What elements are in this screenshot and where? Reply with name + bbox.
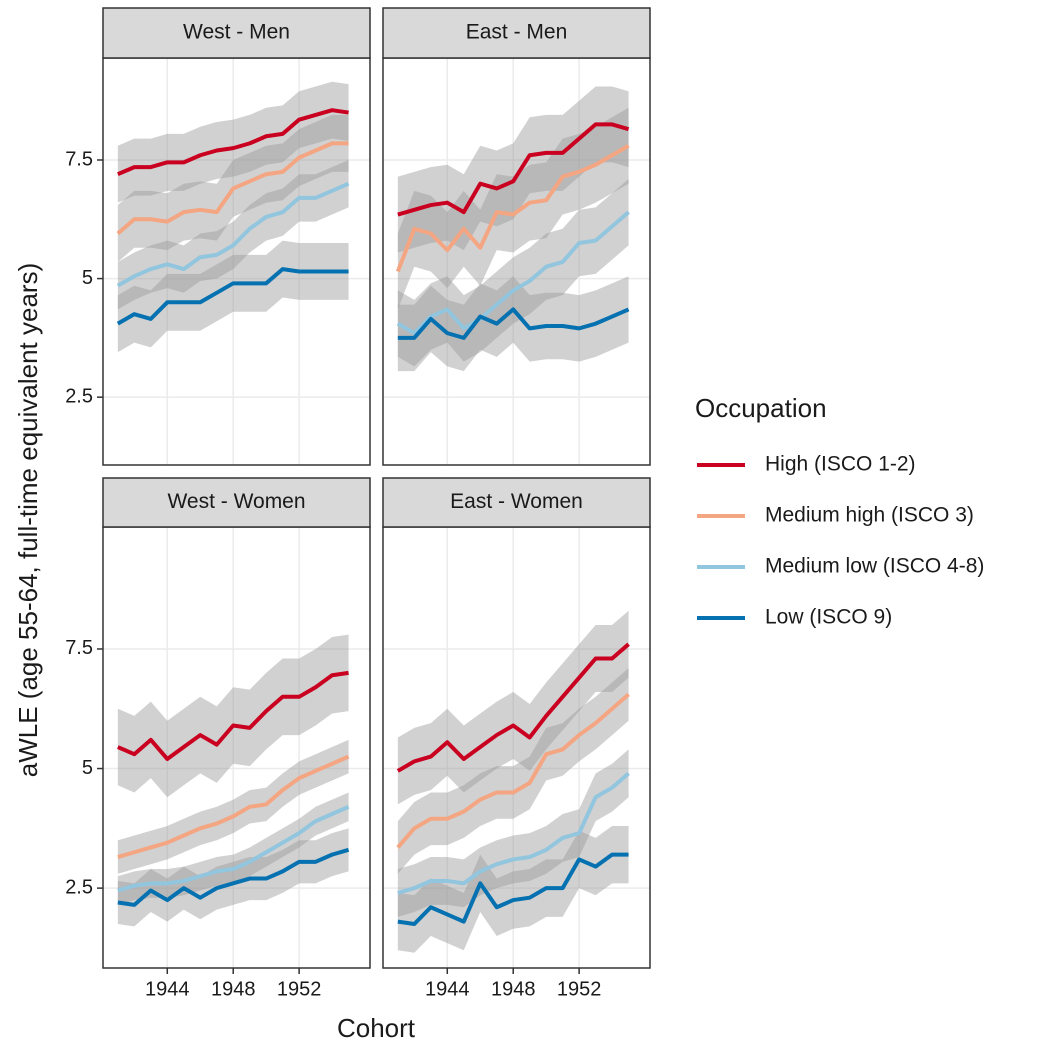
series-line	[397, 307, 630, 340]
strip	[382, 7, 651, 59]
confidence-band	[397, 86, 629, 253]
series-line	[395, 144, 630, 273]
x-tick-label: 1944	[145, 978, 190, 1000]
confidence-band	[397, 276, 629, 372]
legend-label: Medium high (ISCO 3)	[765, 504, 974, 527]
y-tick-label: 7.5	[65, 148, 93, 170]
confidence-band	[397, 825, 629, 953]
panel-background	[383, 527, 650, 968]
confidence-band	[117, 828, 349, 927]
legend-label: High (ISCO 1-2)	[765, 453, 916, 476]
y-tick-label: 5	[82, 757, 93, 779]
confidence-band	[397, 749, 629, 917]
series-line	[397, 771, 630, 895]
series-line	[397, 852, 629, 926]
series-line	[116, 141, 349, 236]
series-line	[117, 847, 350, 907]
confidence-band	[397, 668, 629, 874]
series-line	[396, 210, 630, 336]
series-line	[397, 122, 630, 217]
legend-label: Medium low (ISCO 4-8)	[765, 555, 984, 578]
series-line	[396, 692, 630, 849]
x-tick-label: 1948	[211, 978, 256, 1000]
series-line	[396, 642, 630, 773]
series-line	[117, 804, 350, 893]
y-axis-title: aWLE (age 55-64, full-time equivalent ye…	[13, 263, 43, 777]
y-tick-label: 5	[82, 267, 93, 289]
x-tick-label: 1952	[557, 978, 602, 1000]
strip-label: East - Men	[466, 21, 568, 44]
confidence-band	[117, 634, 349, 798]
series-line	[117, 754, 350, 859]
x-tick-label: 1952	[277, 978, 322, 1000]
confidence-band	[117, 159, 349, 310]
series-line	[116, 181, 350, 288]
strip	[382, 477, 651, 528]
strip-label: West - Men	[183, 21, 290, 44]
x-tick-label: 1948	[491, 978, 536, 1000]
confidence-band	[117, 792, 349, 905]
strip-label: West - Women	[167, 490, 305, 513]
y-tick-label: 2.5	[65, 385, 93, 407]
x-tick-label: 1944	[425, 978, 470, 1000]
y-tick-label: 7.5	[65, 637, 93, 659]
legend-label: Low (ISCO 9)	[765, 606, 892, 629]
series-line	[117, 670, 349, 761]
strip	[102, 7, 371, 59]
strip	[102, 477, 371, 528]
series-line	[116, 267, 349, 326]
y-tick-label: 2.5	[65, 876, 93, 898]
strip-label: East - Women	[450, 490, 583, 513]
confidence-band	[117, 81, 349, 203]
x-axis-title: Cohort	[337, 1013, 416, 1043]
legend-title: Occupation	[695, 393, 827, 423]
confidence-band	[397, 610, 629, 805]
series-line	[117, 108, 349, 177]
confidence-band	[397, 107, 629, 310]
